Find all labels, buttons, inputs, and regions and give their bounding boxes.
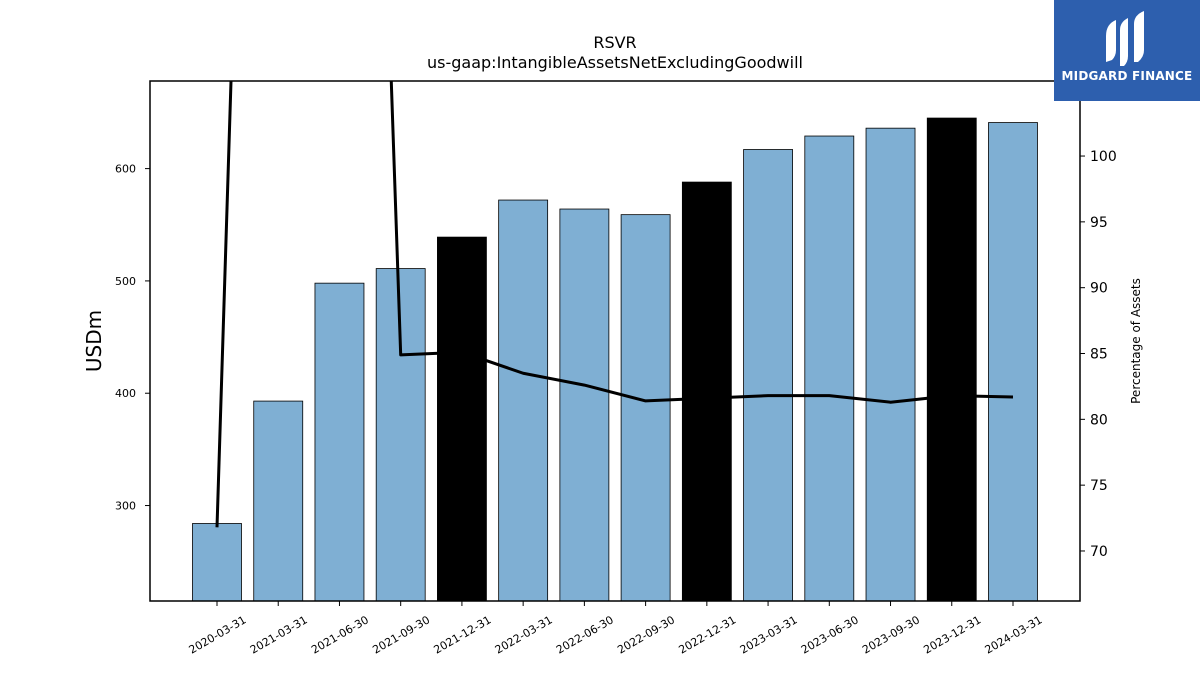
y2-axis-label: Percentage of Assets: [1129, 278, 1143, 404]
x-tick-label: 2020-03-31: [187, 613, 249, 656]
x-tick-label: 2022-03-31: [493, 613, 555, 656]
bar: [681, 181, 732, 602]
y2-tick-label: 85: [1090, 347, 1108, 363]
x-axis: 2020-03-31 2021-03-31 2021-06-30 2021-09-30…: [187, 601, 1045, 657]
x-tick-label: 2023-03-31: [738, 613, 800, 656]
x-tick-label: 2023-06-30: [799, 613, 861, 656]
y2-tick-label: 75: [1090, 478, 1108, 494]
bar: [620, 214, 671, 602]
chart-title: RSVR: [593, 33, 636, 52]
x-tick-label: 2022-06-30: [554, 613, 616, 656]
midgard-finance-logo: MIDGARD FINANCE: [1054, 0, 1200, 101]
bar-group: [192, 117, 1038, 602]
bar: [926, 117, 977, 602]
x-tick-label: 2021-03-31: [248, 613, 310, 656]
bar: [559, 208, 610, 602]
bar: [865, 127, 916, 602]
y2-tick-label: 90: [1090, 281, 1108, 297]
y2-tick-label: 100: [1090, 149, 1117, 165]
y-tick-label: 500: [115, 275, 136, 288]
bar: [743, 149, 793, 602]
logo-text: MIDGARD FINANCE: [1061, 69, 1193, 83]
x-tick-label: 2024-03-31: [983, 613, 1045, 656]
y2-tick-label: 80: [1090, 412, 1108, 428]
percentage-line: [215, 81, 1014, 528]
line-layer: [215, 81, 1014, 528]
x-tick-label: 2022-12-31: [676, 613, 738, 656]
x-tick-label: 2022-09-30: [615, 613, 677, 656]
y-tick-label: 600: [115, 163, 136, 176]
x-tick-label: 2023-12-31: [921, 613, 983, 656]
bar: [498, 199, 549, 602]
y-axis-right: 70 75 80 85 90 95 100: [1080, 149, 1117, 560]
bar: [192, 523, 242, 602]
x-tick-label: 2021-09-30: [370, 613, 432, 656]
bar: [988, 122, 1038, 602]
x-tick-label: 2023-09-30: [860, 613, 922, 656]
y-axis-left: 300 400 500 600: [115, 163, 150, 513]
bar: [804, 135, 855, 602]
y-tick-label: 300: [115, 500, 136, 513]
x-tick-label: 2021-12-31: [432, 613, 494, 656]
bar: [437, 236, 487, 602]
bar: [314, 282, 365, 602]
plot-frame: [149, 80, 1081, 602]
bar: [253, 400, 304, 602]
x-tick-label: 2021-06-30: [309, 613, 371, 656]
y2-tick-label: 95: [1090, 215, 1108, 231]
chart-subtitle: us-gaap:IntangibleAssetsNetExcludingGood…: [427, 53, 803, 72]
y-tick-label: 400: [115, 387, 136, 400]
y2-tick-label: 70: [1090, 544, 1108, 560]
y-axis-label: USDm: [82, 310, 106, 372]
logo-mark-icon: [1106, 11, 1144, 66]
